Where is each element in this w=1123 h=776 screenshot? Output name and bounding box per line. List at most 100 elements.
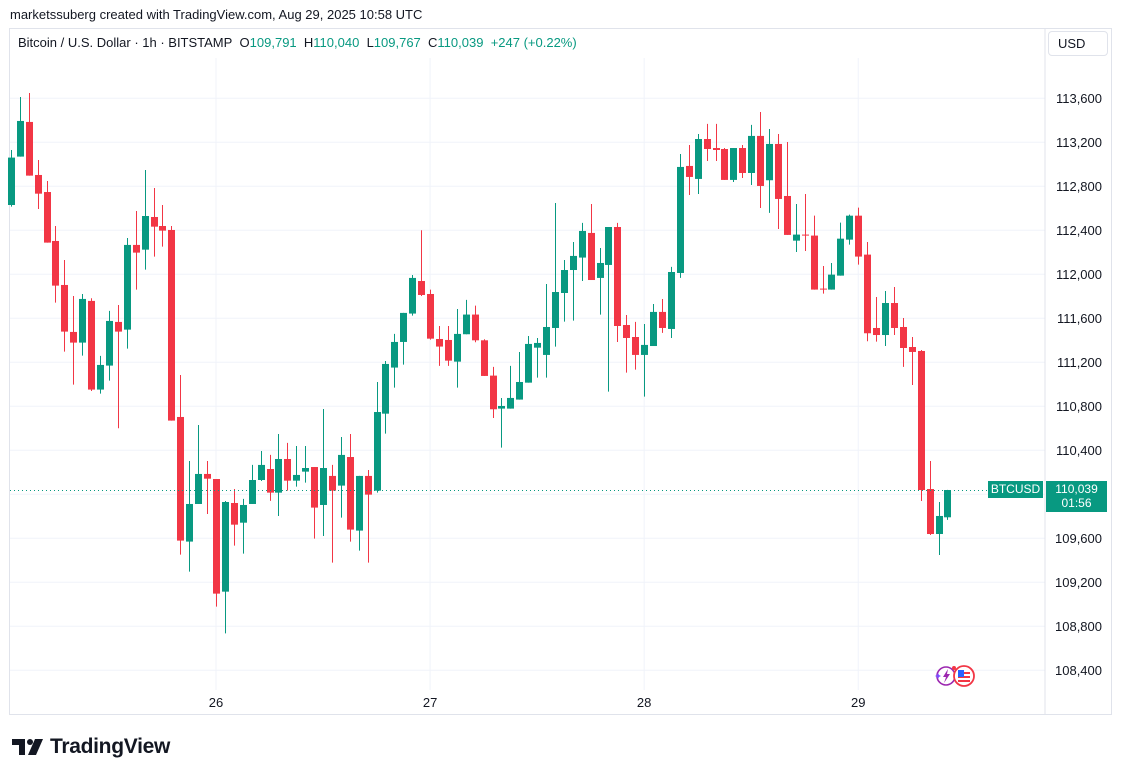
candle-body bbox=[124, 244, 131, 330]
candle-down bbox=[855, 207, 862, 265]
time-tick-label: 26 bbox=[209, 695, 223, 710]
candle-body bbox=[775, 143, 782, 199]
change-value: +247 (+0.22%) bbox=[490, 35, 577, 50]
candle-body bbox=[784, 195, 791, 235]
candle-body bbox=[159, 226, 166, 231]
price-tick-label: 111,600 bbox=[1057, 311, 1102, 326]
candle-down bbox=[284, 442, 291, 491]
currency-button[interactable]: USD bbox=[1048, 31, 1108, 56]
candles bbox=[8, 93, 951, 634]
candle-body bbox=[17, 120, 24, 157]
candle-up bbox=[17, 96, 24, 157]
candle-body bbox=[516, 381, 523, 400]
candle-up bbox=[124, 238, 131, 349]
price-tick-label: 113,600 bbox=[1056, 91, 1102, 106]
candle-body bbox=[418, 281, 425, 295]
candle-body bbox=[588, 232, 595, 281]
candle-up bbox=[793, 204, 800, 252]
candle-down bbox=[775, 133, 782, 229]
candle-body bbox=[213, 479, 220, 594]
candle-body bbox=[668, 271, 675, 329]
candle-up bbox=[374, 381, 381, 493]
candle-body bbox=[249, 480, 256, 504]
candle-body bbox=[151, 216, 158, 227]
candle-down bbox=[873, 296, 880, 342]
high-value: 110,040 bbox=[313, 35, 360, 50]
price-tick-label: 109,600 bbox=[1055, 531, 1102, 546]
symbol-description[interactable]: Bitcoin / U.S. Dollar · 1h · BITSTAMP bbox=[18, 35, 233, 50]
candle-body bbox=[828, 274, 835, 290]
price-tick-label: 110,800 bbox=[1056, 399, 1102, 414]
candle-up bbox=[391, 333, 398, 388]
time-axis[interactable]: 26 27 28 29 bbox=[209, 695, 866, 710]
candle-body bbox=[231, 502, 238, 525]
candle-up bbox=[302, 446, 309, 483]
candle-body bbox=[267, 469, 274, 493]
us-flag-economic-event-icon[interactable] bbox=[952, 665, 975, 687]
candle-body bbox=[713, 148, 720, 150]
candle-body bbox=[686, 165, 693, 177]
price-axis[interactable]: 108,400108,800109,200109,600110,000110,4… bbox=[1055, 91, 1102, 678]
time-tick-label: 28 bbox=[637, 695, 651, 710]
candle-up bbox=[846, 214, 853, 245]
lightning-event-icon[interactable] bbox=[935, 666, 956, 686]
candle-up bbox=[338, 436, 345, 518]
candle-body bbox=[561, 270, 568, 293]
candle-down bbox=[588, 204, 595, 281]
candle-body bbox=[436, 338, 443, 347]
candle-body bbox=[802, 234, 809, 236]
candle-down bbox=[623, 315, 630, 373]
candle-body bbox=[258, 464, 265, 480]
candle-body bbox=[302, 468, 309, 472]
candle-body bbox=[44, 192, 51, 243]
candle-body bbox=[721, 149, 728, 180]
candle-up bbox=[936, 502, 943, 556]
candle-up bbox=[597, 248, 604, 315]
candle-body bbox=[641, 344, 648, 355]
high-label: H bbox=[303, 35, 314, 50]
candle-body bbox=[597, 262, 604, 278]
candle-body bbox=[552, 292, 559, 328]
candle-body bbox=[382, 363, 389, 414]
candle-down bbox=[231, 489, 238, 546]
candle-down bbox=[472, 305, 479, 343]
chart-credit: marketssuberg created with TradingView.c… bbox=[10, 7, 423, 22]
event-icons[interactable] bbox=[931, 664, 977, 688]
candle-body bbox=[766, 143, 773, 181]
candle-body bbox=[356, 475, 363, 531]
candle-body bbox=[855, 215, 862, 257]
candle-up bbox=[409, 274, 416, 316]
candle-body bbox=[177, 416, 184, 541]
candle-body bbox=[338, 454, 345, 486]
candle-up bbox=[695, 133, 702, 194]
candle-down bbox=[88, 298, 95, 392]
candle-down bbox=[614, 222, 621, 342]
candle-down bbox=[365, 469, 372, 563]
candle-body bbox=[543, 326, 550, 355]
candle-up bbox=[507, 365, 514, 409]
candle-body bbox=[927, 489, 934, 535]
candle-down bbox=[659, 298, 666, 333]
candle-up bbox=[882, 291, 889, 347]
candle-body bbox=[186, 503, 193, 542]
candle-down bbox=[35, 160, 42, 209]
candle-body bbox=[391, 341, 398, 368]
candle-body bbox=[106, 320, 113, 366]
candle-up bbox=[222, 501, 229, 634]
low-label: L bbox=[366, 35, 374, 50]
candle-body bbox=[400, 312, 407, 342]
candle-body bbox=[463, 314, 470, 335]
open-label: O bbox=[239, 35, 250, 50]
candle-down bbox=[490, 366, 497, 418]
candle-up bbox=[516, 351, 523, 400]
candle-up bbox=[668, 266, 675, 338]
candle-body bbox=[820, 288, 827, 290]
candle-down bbox=[52, 226, 59, 303]
candle-body bbox=[70, 331, 77, 343]
candle-up bbox=[828, 262, 835, 290]
tradingview-logo[interactable]: TradingView bbox=[12, 735, 170, 759]
candle-body bbox=[320, 468, 327, 505]
candle-down bbox=[820, 265, 827, 294]
candle-up bbox=[382, 360, 389, 434]
